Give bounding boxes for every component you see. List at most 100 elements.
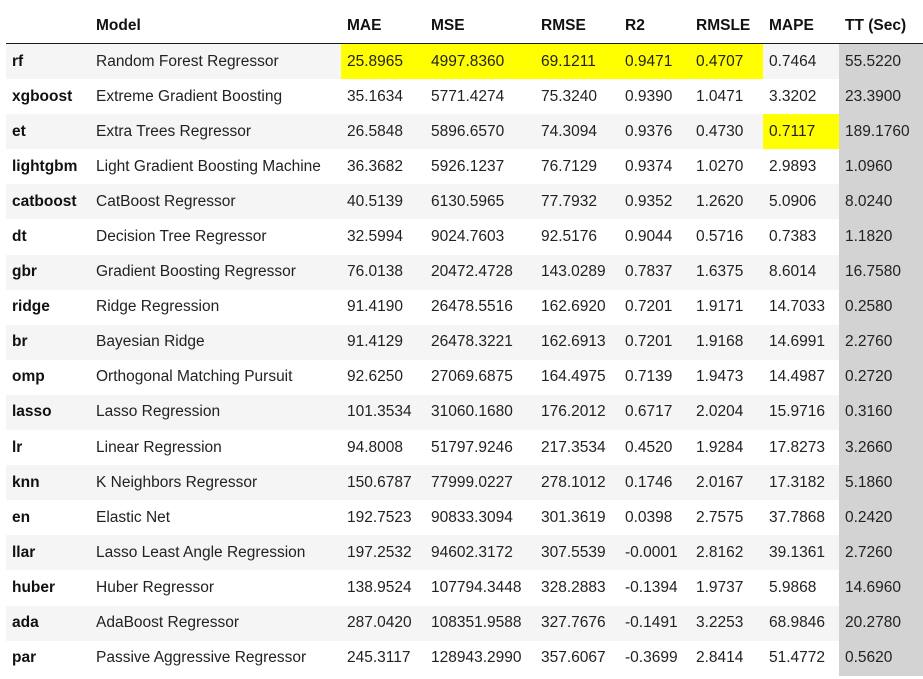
rmsle-cell: 1.9284 — [690, 430, 763, 466]
mse-cell: 31060.1680 — [425, 394, 535, 431]
row-index: catboost — [6, 184, 90, 220]
rmse-cell: 176.2012 — [535, 394, 619, 431]
mape-cell: 17.3182 — [763, 465, 839, 501]
row-index: dt — [6, 219, 90, 255]
r2-cell: 0.9352 — [619, 184, 690, 220]
tt-cell: 1.1820 — [839, 219, 923, 255]
rmsle-cell: 2.8162 — [690, 535, 763, 571]
r2-cell: -0.1394 — [619, 570, 690, 606]
mse-cell: 9024.7603 — [425, 219, 535, 255]
mape-cell: 14.7033 — [763, 289, 839, 325]
mse-cell: 26478.3221 — [425, 324, 535, 360]
tt-cell: 0.2420 — [839, 500, 923, 536]
mae-cell: 26.5848 — [341, 114, 425, 150]
rmse-cell: 278.1012 — [535, 465, 619, 501]
r2-cell: 0.4520 — [619, 430, 690, 466]
mape-cell: 0.7464 — [763, 43, 839, 80]
mape-cell: 39.1361 — [763, 535, 839, 571]
header-model: Model — [90, 8, 341, 44]
rmse-cell: 76.7129 — [535, 149, 619, 185]
mape-cell: 0.7383 — [763, 219, 839, 255]
mse-cell: 128943.2990 — [425, 640, 535, 676]
rmsle-cell: 1.9171 — [690, 289, 763, 325]
model-name-cell: Light Gradient Boosting Machine — [90, 149, 341, 185]
rmse-cell: 164.4975 — [535, 359, 619, 395]
r2-cell: 0.6717 — [619, 394, 690, 431]
tt-cell: 16.7580 — [839, 254, 923, 290]
row-index: en — [6, 500, 90, 536]
row-index: br — [6, 324, 90, 360]
mae-cell: 35.1634 — [341, 79, 425, 115]
mape-cell: 8.6014 — [763, 254, 839, 290]
table-row: knn K Neighbors Regressor 150.6787 77999.02… — [6, 465, 923, 501]
table-row: omp Orthogonal Matching Pursuit 92.6250 270… — [6, 359, 923, 395]
header-row: Model MAE MSE RMSE R2 RMSLE MAPE TT (Sec… — [6, 8, 923, 44]
tt-cell: 0.5620 — [839, 640, 923, 676]
r2-cell: -0.3699 — [619, 640, 690, 676]
table-row: llar Lasso Least Angle Regression 197.2532… — [6, 535, 923, 571]
rmse-cell: 143.0289 — [535, 254, 619, 290]
mae-cell: 91.4190 — [341, 289, 425, 325]
table-row: en Elastic Net 192.7523 90833.3094 301.3619 0… — [6, 500, 923, 536]
row-index: ridge — [6, 289, 90, 325]
table-row: br Bayesian Ridge 91.4129 26478.3221 162.691… — [6, 324, 923, 360]
rmse-cell: 69.1211 — [535, 43, 619, 80]
mae-cell: 101.3534 — [341, 394, 425, 431]
r2-cell: 0.7201 — [619, 289, 690, 325]
mape-cell: 68.9846 — [763, 605, 839, 641]
mse-cell: 4997.8360 — [425, 43, 535, 80]
model-name-cell: Extreme Gradient Boosting — [90, 79, 341, 115]
rmsle-cell: 1.6375 — [690, 254, 763, 290]
mae-cell: 25.8965 — [341, 43, 425, 80]
model-name-cell: Random Forest Regressor — [90, 43, 341, 80]
rmse-cell: 327.7676 — [535, 605, 619, 641]
tt-cell: 8.0240 — [839, 184, 923, 220]
table-row: dt Decision Tree Regressor 32.5994 9024.760… — [6, 219, 923, 255]
model-name-cell: Lasso Regression — [90, 394, 341, 431]
row-index: huber — [6, 570, 90, 606]
mse-cell: 26478.5516 — [425, 289, 535, 325]
row-index: par — [6, 640, 90, 676]
mae-cell: 32.5994 — [341, 219, 425, 255]
table-row: huber Huber Regressor 138.9524 107794.3448 3… — [6, 570, 923, 606]
mse-cell: 51797.9246 — [425, 430, 535, 466]
model-name-cell: Bayesian Ridge — [90, 324, 341, 360]
model-name-cell: K Neighbors Regressor — [90, 465, 341, 501]
r2-cell: 0.7139 — [619, 359, 690, 395]
row-index: xgboost — [6, 79, 90, 115]
rmse-cell: 77.7932 — [535, 184, 619, 220]
r2-cell: 0.9376 — [619, 114, 690, 150]
table-row: rf Random Forest Regressor 25.8965 4997.836… — [6, 43, 923, 80]
mae-cell: 92.6250 — [341, 359, 425, 395]
model-name-cell: Passive Aggressive Regressor — [90, 640, 341, 676]
mse-cell: 27069.6875 — [425, 359, 535, 395]
tt-cell: 5.1860 — [839, 465, 923, 501]
mse-cell: 5926.1237 — [425, 149, 535, 185]
table-row: catboost CatBoost Regressor 40.5139 6130.59… — [6, 184, 923, 220]
row-index: ada — [6, 605, 90, 641]
mse-cell: 20472.4728 — [425, 254, 535, 290]
rmsle-cell: 2.7575 — [690, 500, 763, 536]
table-header: Model MAE MSE RMSE R2 RMSLE MAPE TT (Sec… — [6, 8, 923, 44]
rmse-cell: 92.5176 — [535, 219, 619, 255]
rmse-cell: 357.6067 — [535, 640, 619, 676]
rmse-cell: 162.6913 — [535, 324, 619, 360]
row-index: lasso — [6, 394, 90, 431]
r2-cell: 0.7201 — [619, 324, 690, 360]
row-index: llar — [6, 535, 90, 571]
rmsle-cell: 2.0167 — [690, 465, 763, 501]
r2-cell: 0.9374 — [619, 149, 690, 185]
model-name-cell: Orthogonal Matching Pursuit — [90, 359, 341, 395]
r2-cell: 0.9390 — [619, 79, 690, 115]
rmsle-cell: 0.4730 — [690, 114, 763, 150]
model-name-cell: Elastic Net — [90, 500, 341, 536]
rmsle-cell: 2.8414 — [690, 640, 763, 676]
model-name-cell: CatBoost Regressor — [90, 184, 341, 220]
mse-cell: 5771.4274 — [425, 79, 535, 115]
model-comparison-table: Model MAE MSE RMSE R2 RMSLE MAPE TT (Sec… — [6, 8, 923, 676]
tt-cell: 1.0960 — [839, 149, 923, 185]
r2-cell: 0.9471 — [619, 43, 690, 80]
mse-cell: 5896.6570 — [425, 114, 535, 150]
rmse-cell: 162.6920 — [535, 289, 619, 325]
